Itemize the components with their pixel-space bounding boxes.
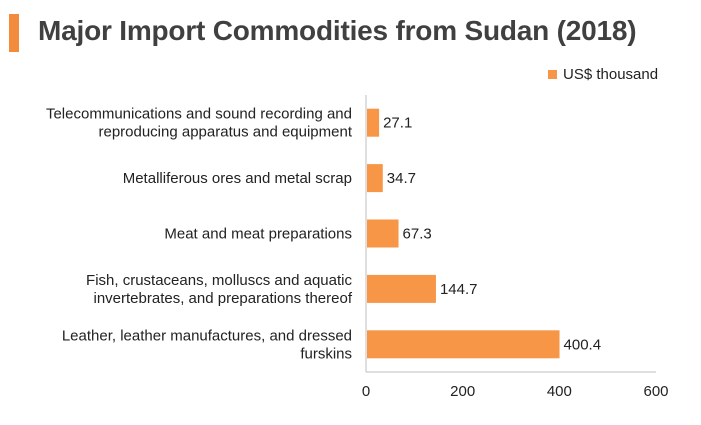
- category-label-line: Metalliferous ores and metal scrap: [123, 170, 352, 187]
- data-label: 34.7: [387, 170, 416, 187]
- category-label: Fish, crustaceans, molluscs and aquatic i…: [86, 272, 353, 307]
- legend: US$ thousand: [548, 66, 658, 83]
- x-tick-label: 0: [362, 383, 370, 400]
- bar: [367, 108, 380, 137]
- legend-swatch: [548, 70, 557, 79]
- legend-label: US$ thousand: [563, 66, 659, 83]
- category-label-line: reproducing apparatus and equipment: [98, 124, 352, 141]
- x-tick-label: 200: [450, 383, 475, 400]
- category-label: Telecommunications and sound recording a…: [46, 106, 353, 141]
- bar: [367, 274, 436, 303]
- category-label: Metalliferous ores and metal scrap: [123, 170, 352, 187]
- category-label-line: furskins: [300, 345, 352, 362]
- category-label-line: Fish, crustaceans, molluscs and aquatic: [86, 272, 352, 289]
- category-label: Meat and meat preparations: [164, 226, 352, 243]
- x-tick-label: 600: [643, 383, 668, 400]
- data-label: 27.1: [383, 115, 412, 132]
- data-label: 144.7: [440, 281, 478, 298]
- category-label-line: invertebrates, and preparations thereof: [94, 290, 353, 307]
- data-label: 400.4: [564, 336, 602, 353]
- category-label-line: Telecommunications and sound recording a…: [46, 106, 352, 123]
- data-label: 67.3: [403, 226, 432, 243]
- chart-title: Major Import Commodities from Sudan (201…: [38, 15, 637, 46]
- bar: [367, 219, 399, 248]
- x-tick-label: 400: [547, 383, 572, 400]
- category-label: Leather, leather manufactures, and dress…: [62, 327, 352, 362]
- title-accent-bar: [9, 14, 19, 52]
- bar: [367, 164, 383, 193]
- category-label-line: Leather, leather manufactures, and dress…: [62, 327, 352, 344]
- category-label-line: Meat and meat preparations: [164, 226, 352, 243]
- bar: [367, 330, 560, 359]
